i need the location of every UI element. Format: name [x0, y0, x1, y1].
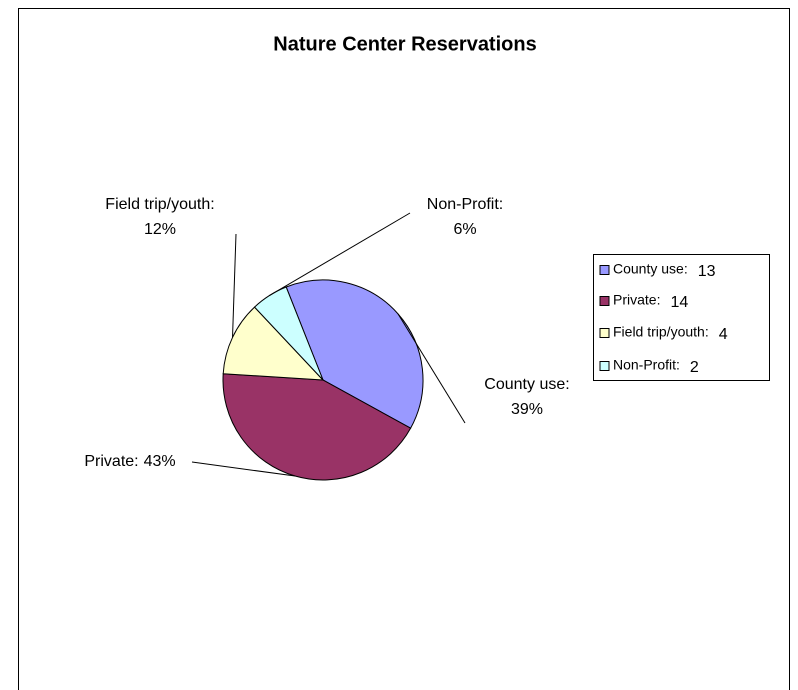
data-label-name: County use: [484, 376, 569, 393]
legend-count: 4 [719, 326, 728, 343]
chart-title: Nature Center Reservations [273, 33, 536, 55]
data-label-name: Field trip/youth: [105, 196, 214, 213]
legend-count: 2 [690, 359, 699, 376]
legend-swatch [599, 296, 610, 306]
leader-line [191, 461, 296, 477]
legend-swatch [599, 328, 610, 338]
legend-swatch [599, 265, 610, 275]
data-label-value: 39% [511, 401, 543, 418]
data-label: Private: 43% [84, 453, 175, 470]
legend-count: 14 [670, 294, 688, 311]
leader-line [269, 212, 411, 296]
data-label-value: 6% [453, 221, 476, 238]
data-label-value: 43% [144, 453, 176, 470]
legend-count: 13 [698, 263, 716, 280]
pie-slice [222, 373, 412, 481]
data-label-value: 12% [144, 221, 176, 238]
legend-label: Field trip/youth: [613, 324, 709, 340]
data-label-name: Non-Profit: [427, 196, 503, 213]
legend-label: County use: [613, 261, 688, 277]
legend-label: Private: [613, 292, 660, 308]
pie-slice [285, 279, 424, 429]
legend-label: Non-Profit: [613, 357, 680, 373]
legend-box [593, 254, 770, 381]
leader-line [232, 233, 237, 338]
data-label-name: Private: [84, 453, 138, 470]
legend-swatch [599, 361, 610, 371]
leader-line [397, 313, 466, 424]
